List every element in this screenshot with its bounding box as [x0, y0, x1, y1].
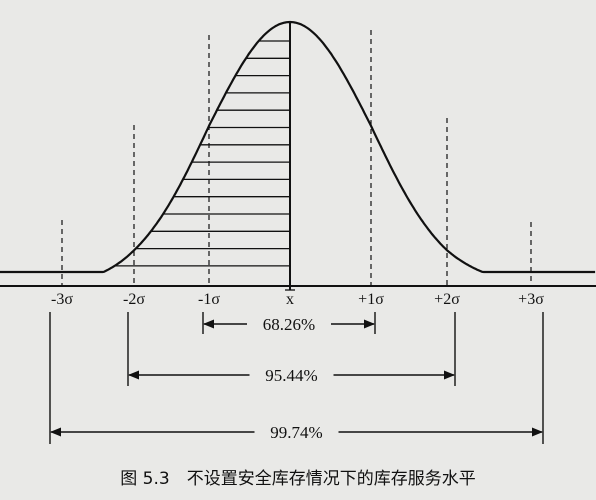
interval-percent-label: 99.74%	[270, 423, 322, 442]
tick-label: +1σ	[358, 291, 384, 308]
figure-caption: 图 5.3 不设置安全库存情况下的库存服务水平	[120, 469, 475, 489]
bell-curve	[0, 20, 596, 274]
tick-label: -1σ	[198, 291, 220, 308]
interval-percent-label: 68.26%	[263, 315, 315, 334]
interval-percent-label: 95.44%	[265, 366, 317, 385]
sigma-tick-labels: -3σ -2σ -1σ x +1σ +2σ +3σ	[51, 289, 544, 308]
tick-label: +3σ	[518, 291, 544, 308]
tick-label: -2σ	[123, 291, 145, 308]
sigma-dashed-lines	[61, 30, 532, 286]
tick-label: x	[286, 291, 294, 308]
tick-label: -3σ	[51, 291, 73, 308]
tick-label: +2σ	[434, 291, 460, 308]
coverage-intervals: 68.26% 95.44% 99.74%	[49, 312, 544, 444]
left-half-hatching	[114, 40, 290, 267]
